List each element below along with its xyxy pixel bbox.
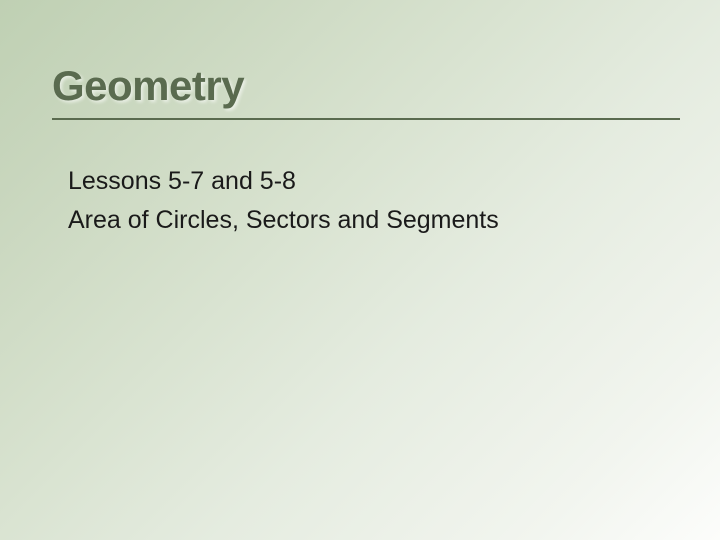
title-underline (52, 118, 680, 120)
slide-title: Geometry (52, 62, 670, 110)
body-line-2: Area of Circles, Sectors and Segments (68, 201, 670, 240)
slide-container: Geometry Lessons 5-7 and 5-8 Area of Cir… (0, 0, 720, 540)
body-line-1: Lessons 5-7 and 5-8 (68, 162, 670, 201)
body-text-block: Lessons 5-7 and 5-8 Area of Circles, Sec… (52, 162, 670, 240)
